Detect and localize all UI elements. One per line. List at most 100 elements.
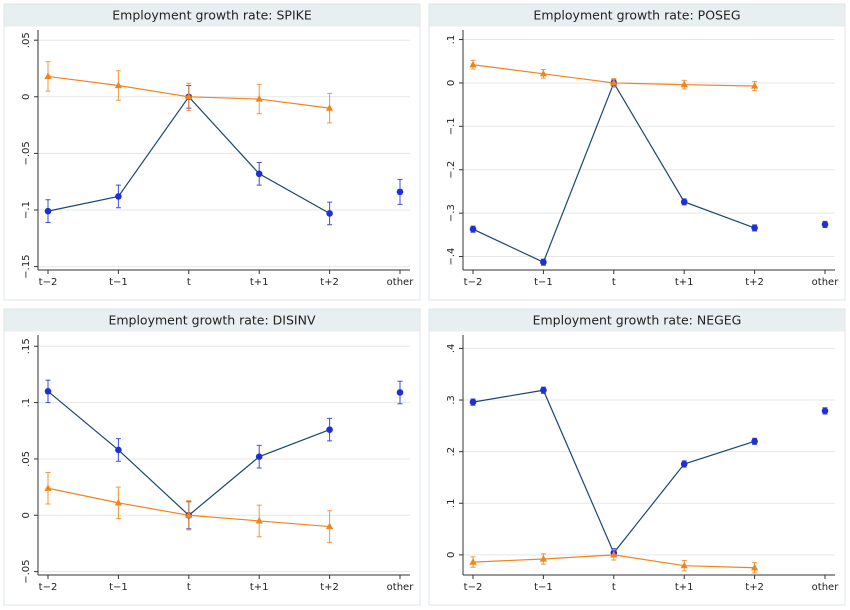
x-tick-label: t+2	[745, 277, 764, 288]
marker	[396, 188, 404, 196]
panel-title: Employment growth rate: SPIKE	[112, 8, 312, 23]
marker	[469, 60, 477, 68]
title-band	[4, 4, 420, 27]
marker	[539, 69, 547, 77]
x-tick-label: other	[387, 582, 415, 593]
x-tick-label: t−1	[534, 277, 553, 288]
marker	[255, 95, 263, 102]
marker	[751, 438, 758, 445]
y-tick-label: .1	[446, 35, 457, 45]
x-tick-label: t	[187, 582, 191, 593]
x-tick-label: t+2	[320, 582, 339, 593]
y-tick-label: 0	[21, 94, 32, 100]
y-tick-label: −.1	[21, 201, 32, 219]
y-tick-label: 0	[446, 80, 457, 86]
marker	[115, 446, 122, 454]
panel: Employment growth rate: POSEG .1 0 −.1 −.2 −.…	[428, 3, 846, 301]
y-tick-label: −.05	[21, 141, 32, 165]
panel: Employment growth rate: SPIKE .05 0 −.05 −.1…	[3, 3, 421, 301]
x-tick-label: t−2	[39, 277, 58, 288]
y-tick-label: 0	[21, 512, 32, 518]
marker	[326, 426, 333, 433]
marker	[821, 407, 829, 415]
marker	[539, 555, 547, 562]
panel-frame	[428, 308, 846, 606]
x-tick-label: t−1	[109, 582, 128, 593]
marker	[680, 80, 688, 88]
marker	[114, 81, 122, 89]
x-tick-label: t−2	[464, 277, 483, 288]
marker	[821, 221, 829, 228]
panel: Employment growth rate: DISINV .15 .1 .05 0 −…	[3, 308, 421, 606]
title-band	[429, 309, 845, 332]
x-tick-label: t−1	[109, 277, 128, 288]
x-tick-label: t+1	[250, 277, 269, 288]
marker	[680, 198, 688, 206]
y-tick-label: .05	[21, 451, 32, 467]
x-tick-label: t+1	[675, 582, 694, 593]
panel: Employment growth rate: NEGEG .4 .3 .2 .1 0 t−…	[428, 308, 846, 606]
y-tick-label: .4	[446, 344, 457, 354]
marker	[114, 498, 122, 506]
y-tick-label: −.2	[446, 161, 457, 179]
y-tick-label: −.4	[446, 248, 457, 266]
y-tick-label: −.05	[21, 559, 32, 583]
x-tick-label: t+1	[675, 277, 694, 288]
x-tick-label: t−2	[464, 582, 483, 593]
x-tick-label: t−1	[534, 582, 553, 593]
marker	[44, 484, 52, 491]
marker	[469, 225, 477, 233]
marker	[326, 104, 334, 111]
x-tick-label: t+2	[745, 582, 764, 593]
y-tick-label: .05	[21, 32, 32, 48]
marker	[610, 550, 618, 558]
x-tick-label: t−2	[39, 582, 58, 593]
marker	[44, 207, 52, 215]
marker	[326, 210, 333, 217]
marker	[115, 193, 122, 200]
panel-frame	[3, 308, 421, 606]
marker	[610, 78, 618, 86]
y-tick-label: −.1	[446, 117, 457, 135]
marker	[540, 258, 547, 266]
marker	[751, 81, 759, 89]
marker	[326, 522, 334, 530]
x-tick-label: t	[612, 277, 616, 288]
marker	[680, 561, 688, 569]
marker	[185, 92, 193, 100]
marker	[255, 170, 263, 178]
y-tick-label: .15	[21, 338, 32, 354]
marker	[469, 398, 477, 406]
marker	[185, 511, 193, 518]
marker	[44, 388, 52, 395]
marker	[255, 516, 263, 524]
x-tick-label: other	[387, 277, 415, 288]
panel-title: Employment growth rate: POSEG	[533, 8, 740, 23]
y-tick-label: .2	[446, 447, 457, 457]
x-tick-label: t	[187, 277, 191, 288]
marker	[396, 389, 404, 396]
marker	[680, 460, 688, 468]
panel-frame	[3, 3, 421, 301]
x-tick-label: t+2	[320, 277, 339, 288]
marker	[751, 563, 759, 571]
marker	[44, 72, 52, 80]
y-tick-label: .3	[446, 395, 457, 405]
x-tick-label: other	[812, 582, 840, 593]
x-tick-label: t	[612, 582, 616, 593]
marker	[540, 386, 547, 394]
panel-frame	[428, 3, 846, 301]
x-tick-label: t+1	[250, 582, 269, 593]
y-tick-label: .1	[21, 398, 32, 408]
marker	[751, 224, 758, 232]
y-tick-label: −.3	[446, 204, 457, 222]
title-band	[4, 309, 420, 332]
panel-title: Employment growth rate: DISINV	[108, 313, 316, 328]
y-tick-label: .1	[446, 498, 457, 508]
marker	[469, 558, 477, 565]
panel-title: Employment growth rate: NEGEG	[533, 313, 742, 328]
title-band	[429, 4, 845, 27]
x-tick-label: other	[812, 277, 840, 288]
y-tick-label: 0	[446, 552, 457, 558]
